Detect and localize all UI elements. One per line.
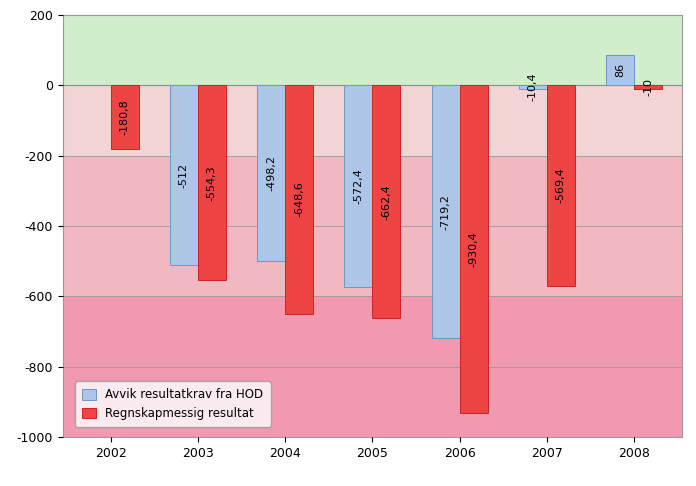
Text: -930,4: -930,4 bbox=[468, 231, 479, 267]
Bar bbox=[372, 85, 400, 318]
Bar bbox=[63, 85, 682, 156]
Bar bbox=[432, 85, 459, 338]
Legend: Avvik resultatkrav fra HOD, Regnskapmessig resultat: Avvik resultatkrav fra HOD, Regnskapmess… bbox=[74, 381, 271, 427]
Bar bbox=[519, 85, 547, 89]
Text: -662,4: -662,4 bbox=[381, 184, 391, 220]
Bar bbox=[606, 55, 634, 85]
Bar bbox=[345, 85, 372, 287]
Text: -10,4: -10,4 bbox=[528, 72, 538, 101]
Bar bbox=[634, 85, 662, 88]
Text: 86: 86 bbox=[615, 63, 625, 77]
Bar bbox=[63, 15, 682, 85]
Bar bbox=[111, 85, 139, 149]
Text: -180,8: -180,8 bbox=[120, 99, 129, 135]
Bar bbox=[63, 296, 682, 437]
Bar bbox=[63, 156, 682, 296]
Bar bbox=[198, 85, 226, 280]
Text: -648,6: -648,6 bbox=[294, 181, 304, 217]
Bar bbox=[547, 85, 575, 286]
Text: -719,2: -719,2 bbox=[441, 194, 450, 230]
Text: -554,3: -554,3 bbox=[207, 165, 217, 201]
Bar bbox=[285, 85, 313, 313]
Bar bbox=[258, 85, 285, 260]
Text: -10: -10 bbox=[643, 78, 653, 96]
Bar bbox=[459, 85, 487, 413]
Text: -498,2: -498,2 bbox=[266, 155, 276, 191]
Text: -572,4: -572,4 bbox=[354, 168, 363, 204]
Bar bbox=[170, 85, 198, 265]
Text: -569,4: -569,4 bbox=[556, 168, 566, 203]
Text: -512: -512 bbox=[179, 163, 189, 188]
